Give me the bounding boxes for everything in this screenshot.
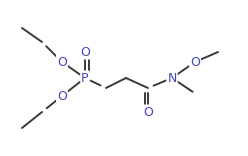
Text: O: O — [57, 56, 67, 68]
Text: O: O — [80, 46, 90, 58]
Text: O: O — [57, 90, 67, 102]
Text: N: N — [167, 71, 177, 85]
Text: O: O — [143, 105, 153, 119]
Text: P: P — [81, 71, 89, 85]
Text: O: O — [190, 56, 200, 68]
